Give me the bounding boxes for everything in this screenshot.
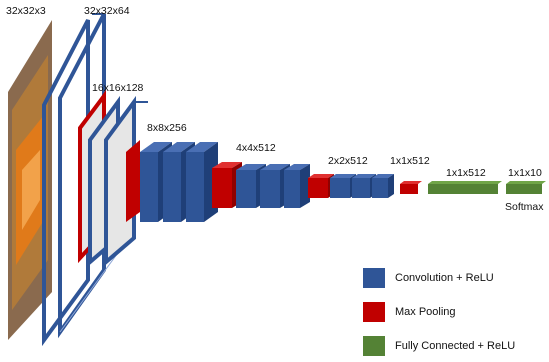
- conv1-block: [42, 13, 121, 347]
- conv2-size-label: 16x16x128: [92, 82, 144, 94]
- softmax-label: Softmax: [505, 201, 544, 213]
- legend-pool: Max Pooling: [363, 302, 456, 322]
- legend-pool-label: Max Pooling: [395, 306, 456, 318]
- pool5-size-label: 1x1x512: [390, 155, 430, 167]
- pool5-block: [400, 181, 422, 194]
- conv2-block: [78, 90, 148, 267]
- fc-swatch-icon: [363, 336, 385, 356]
- input-image: [8, 20, 52, 340]
- conv4-block: [212, 162, 310, 208]
- fc2-size-label: 1x1x10: [508, 167, 542, 179]
- conv5-size-label: 2x2x512: [328, 155, 368, 167]
- legend-conv-label: Convolution + ReLU: [395, 272, 494, 284]
- input-size-label: 32x32x3: [6, 5, 46, 17]
- conv1-size-label: 32x32x64: [84, 5, 130, 17]
- fc2-block: [506, 181, 546, 194]
- conv3-size-label: 8x8x256: [147, 122, 187, 134]
- pool-swatch-icon: [363, 302, 385, 322]
- legend-fc-label: Fully Connected + ReLU: [395, 340, 516, 352]
- conv-swatch-icon: [363, 268, 385, 288]
- fc1-size-label: 1x1x512: [446, 167, 486, 179]
- legend-conv: Convolution + ReLU: [363, 268, 494, 288]
- fc1-block: [428, 181, 502, 194]
- conv5-block: [308, 174, 394, 198]
- conv4-size-label: 4x4x512: [236, 142, 276, 154]
- conv3-block: [126, 140, 218, 222]
- legend-fc: Fully Connected + ReLU: [363, 336, 515, 356]
